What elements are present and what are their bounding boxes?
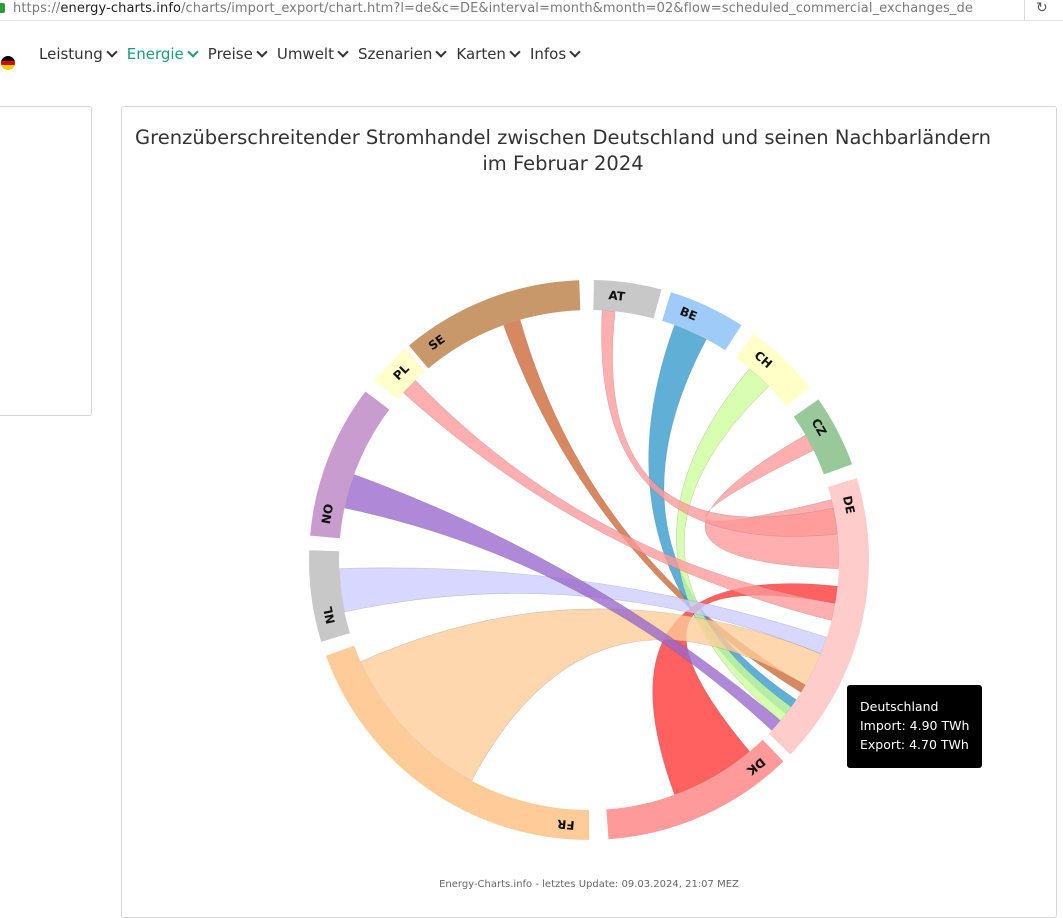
arc-at[interactable] bbox=[593, 280, 662, 319]
arc-fr[interactable] bbox=[325, 645, 589, 841]
tooltip-export: Export: 4.70 TWh bbox=[860, 737, 969, 752]
arc-ch[interactable] bbox=[735, 333, 810, 407]
label-at: AT bbox=[608, 288, 627, 304]
nav-energie[interactable]: Energie bbox=[127, 45, 199, 63]
label-de: DE bbox=[840, 494, 857, 515]
nav-leistung[interactable]: Leistung bbox=[39, 45, 118, 63]
lock-icon bbox=[0, 3, 5, 13]
nav-umwelt[interactable]: Umwelt bbox=[277, 45, 349, 63]
tooltip-country: Deutschland bbox=[860, 699, 939, 714]
chart-title: Grenzüberschreitender Stromhandel zwisch… bbox=[135, 126, 991, 175]
arc-no[interactable] bbox=[310, 391, 390, 539]
label-be: BE bbox=[678, 304, 699, 323]
label-no: NO bbox=[319, 503, 336, 525]
arc-be[interactable] bbox=[662, 292, 742, 351]
ribbon-at-de[interactable] bbox=[601, 309, 838, 537]
nav-preise[interactable]: Preise bbox=[208, 45, 268, 63]
ribbon-pl-de[interactable] bbox=[402, 379, 836, 621]
ribbon-fr-de[interactable] bbox=[360, 608, 822, 782]
main-nav: Leistung Energie Preise Umwelt Szenarien… bbox=[39, 45, 590, 63]
url-text[interactable]: https://energy-charts.info/charts/import… bbox=[13, 1, 973, 16]
nav-szenarien[interactable]: Szenarien bbox=[358, 45, 448, 63]
tooltip-import: Import: 4.90 TWh bbox=[860, 718, 970, 733]
nav-karten[interactable]: Karten bbox=[456, 45, 521, 63]
arc-pl[interactable] bbox=[374, 348, 426, 400]
address-bar-divider bbox=[1024, 0, 1025, 20]
label-nl: NL bbox=[321, 605, 338, 626]
nav-infos[interactable]: Infos bbox=[530, 45, 581, 63]
ribbon-no-de[interactable] bbox=[344, 474, 781, 731]
left-panel bbox=[0, 106, 92, 416]
address-bar[interactable]: https://energy-charts.info/charts/import… bbox=[0, 0, 1063, 21]
arc-cz[interactable] bbox=[793, 399, 853, 475]
label-fr: FR bbox=[557, 817, 576, 832]
chart-panel bbox=[121, 106, 1057, 918]
arc-se[interactable] bbox=[409, 280, 581, 369]
language-flag-icon[interactable] bbox=[1, 56, 15, 70]
chart-tooltip: Deutschland Import: 4.90 TWh Export: 4.7… bbox=[847, 685, 982, 768]
arc-de[interactable] bbox=[768, 478, 870, 755]
arc-nl[interactable] bbox=[309, 550, 350, 642]
arc-dk[interactable] bbox=[606, 739, 784, 840]
ribbons bbox=[338, 309, 840, 796]
reload-icon[interactable]: ↻ bbox=[1036, 0, 1048, 16]
chart-credit: Energy-Charts.info - letztes Update: 09.… bbox=[439, 879, 739, 890]
